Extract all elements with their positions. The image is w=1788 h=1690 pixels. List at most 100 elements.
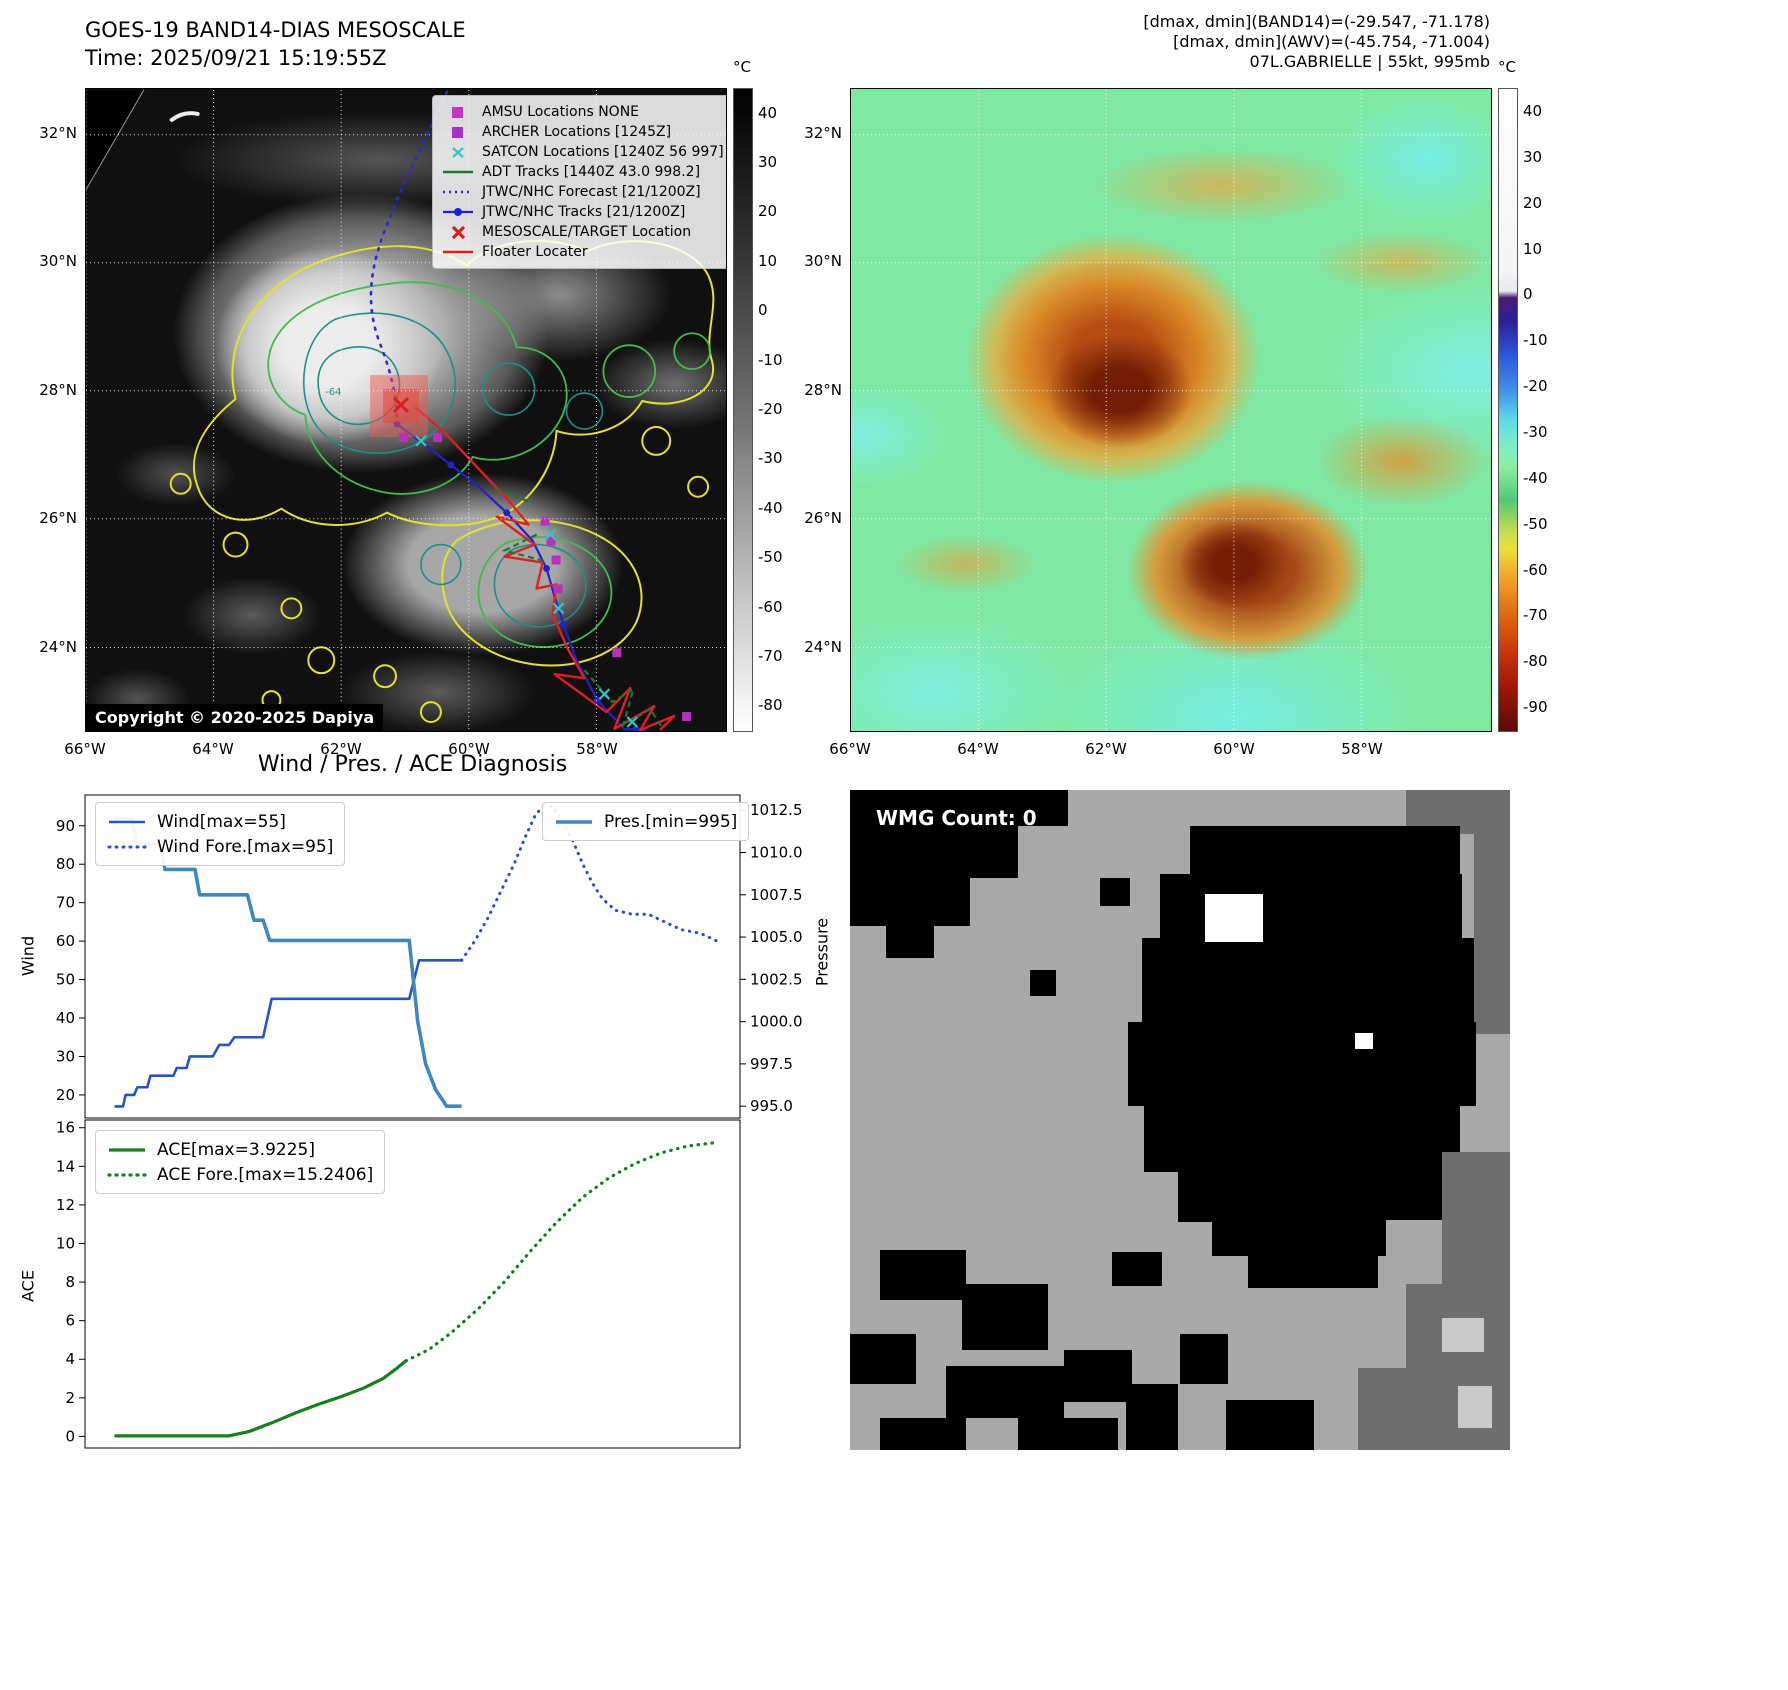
colorbar-tick-label: -20 — [1523, 377, 1548, 396]
chart-legend-marker-icon — [109, 1147, 145, 1152]
legend-label: JTWC/NHC Tracks [21/1200Z] — [482, 204, 686, 220]
colorbar-tick-label: -70 — [1523, 606, 1548, 625]
legend-item: JTWC/NHC Forecast [21/1200Z] — [441, 182, 726, 202]
colorbar-tick-label: 20 — [758, 202, 778, 221]
cloud-streak — [169, 111, 200, 122]
lon-tick-label: 66°W — [64, 740, 106, 758]
legend-marker-line-dot-icon — [443, 208, 473, 216]
wmg-block — [1100, 878, 1130, 906]
colorbar-tick-label: 0 — [1523, 285, 1533, 304]
wmg-block — [1178, 1172, 1444, 1222]
chart-legend-item: Wind Fore.[max=95] — [107, 834, 333, 859]
chart-frame — [84, 794, 741, 1119]
svg-text:995.0: 995.0 — [750, 1097, 793, 1115]
legend-item: ADT Tracks [1440Z 43.0 998.2] — [441, 162, 726, 182]
chart-legend: Wind[max=55] Wind Fore.[max=95] — [95, 802, 346, 866]
colorbar-tick-label: -20 — [758, 400, 783, 418]
wmg-block — [1128, 1022, 1476, 1106]
wmg-block — [962, 1284, 1048, 1350]
lon-tick-label: 62°W — [1085, 740, 1127, 758]
svg-text:10: 10 — [56, 1234, 75, 1252]
wmg-block — [1358, 1368, 1408, 1450]
diagnosis-title: Wind / Pres. / ACE Diagnosis — [257, 752, 568, 777]
wmg-block — [880, 1250, 966, 1300]
series-Wind Fore.[max=95] — [460, 805, 719, 962]
svg-text:40: 40 — [56, 1009, 75, 1027]
svg-text:997.5: 997.5 — [750, 1055, 793, 1073]
wmg-count-label: WMG Count: 0 — [876, 806, 1037, 830]
legend-marker-dotted-icon — [443, 190, 473, 194]
svg-text:80: 80 — [56, 855, 75, 873]
floater-path — [414, 406, 676, 731]
wmg-block — [1205, 894, 1263, 942]
wmg-block — [1458, 1386, 1492, 1428]
copyright-badge: Copyright © 2020-2025 Dapiya — [86, 704, 384, 731]
band14-title: GOES-19 BAND14-DIAS MESOSCALE Time: 2025… — [85, 16, 466, 72]
chart-legend: Pres.[min=995] — [542, 802, 750, 841]
colorbar-unit-label: °C — [1498, 58, 1516, 76]
wmg-block — [946, 1366, 1064, 1418]
legend-marker-line-icon — [443, 250, 473, 254]
wmg-block — [1144, 1106, 1460, 1172]
colorbar-tick-label: 10 — [758, 251, 778, 270]
legend-marker-x-bold-icon — [451, 225, 466, 240]
svg-text:6: 6 — [65, 1312, 75, 1330]
lat-tick-label: 30°N — [804, 252, 842, 271]
lon-tick-label: 60°W — [448, 740, 490, 758]
legend-label: MESOSCALE/TARGET Location — [482, 224, 692, 240]
wmg-block — [1212, 1222, 1412, 1256]
band14-time-line: Time: 2025/09/21 15:19:55Z — [85, 46, 387, 70]
awv-header-line2: [dmax, dmin](AWV)=(-45.754, -71.004) — [1173, 32, 1490, 51]
chart-legend-label: Pres.[min=995] — [604, 811, 738, 832]
lat-tick-label: 26°N — [39, 509, 77, 528]
jtwc-track-points — [393, 420, 640, 731]
contour-value-label: -64 — [325, 387, 341, 398]
legend-label: SATCON Locations [1240Z 56 997] — [482, 144, 724, 160]
wmg-block — [1474, 834, 1510, 1034]
colorbar-tick-label: -80 — [758, 696, 783, 715]
colorbar-tick-label: -40 — [1523, 468, 1548, 487]
wmg-block — [850, 790, 1068, 826]
wmg-block — [1248, 1256, 1378, 1288]
band14-satellite-image: -64 -64 — [85, 88, 727, 732]
legend-item: MESOSCALE/TARGET Location — [441, 222, 726, 242]
wmg-block — [1190, 826, 1460, 874]
colorbar-tick-label: -60 — [758, 597, 783, 616]
contour-yellow — [169, 239, 715, 731]
colorbar-tick-label: 30 — [758, 153, 778, 172]
pressure-axis-label: Pressure — [812, 917, 832, 987]
archer-markers — [399, 432, 692, 722]
lon-tick-label: 60°W — [1213, 740, 1255, 758]
svg-text:30: 30 — [56, 1047, 75, 1065]
band14-title-line1: GOES-19 BAND14-DIAS MESOSCALE — [85, 18, 466, 42]
lat-tick-label: 24°N — [804, 638, 842, 657]
wmg-block — [1442, 1152, 1510, 1284]
colorbar-tick-label: -10 — [1523, 331, 1548, 350]
colorbar-tick-label: -70 — [758, 646, 783, 665]
series-ACE Fore.[max=15.2406] — [404, 1140, 719, 1363]
lat-tick-label: 28°N — [39, 380, 77, 399]
wmg-block — [1030, 970, 1056, 996]
svg-text:1007.5: 1007.5 — [750, 886, 803, 904]
legend-item: JTWC/NHC Tracks [21/1200Z] — [441, 202, 726, 222]
contour-green — [267, 281, 711, 648]
chart-legend-label: ACE[max=3.9225] — [157, 1139, 315, 1160]
colorbar-tick-label: -10 — [758, 350, 783, 369]
chart-legend: ACE[max=3.9225] ACE Fore.[max=15.2406] — [95, 1130, 386, 1194]
wmg-block — [1126, 1384, 1178, 1450]
legend-label: AMSU Locations NONE — [482, 104, 640, 120]
colorbar-tick-label: -40 — [758, 498, 783, 517]
colorbar-tick-label: -80 — [1523, 652, 1548, 671]
colorbar-tick-label: 40 — [758, 103, 778, 122]
svg-text:12: 12 — [56, 1196, 75, 1214]
colorbar-tick-label: 0 — [758, 301, 768, 320]
wmg-block — [1180, 1334, 1228, 1384]
colorbar-tick-label: 10 — [1523, 239, 1543, 258]
wmg-block — [1355, 1033, 1373, 1049]
wmg-block — [1226, 1400, 1314, 1450]
lon-tick-label: 64°W — [192, 740, 234, 758]
lat-tick-label: 28°N — [804, 380, 842, 399]
target-x-icon — [392, 396, 410, 414]
legend-marker-x-icon — [452, 147, 464, 158]
svg-text:20: 20 — [56, 1086, 75, 1104]
